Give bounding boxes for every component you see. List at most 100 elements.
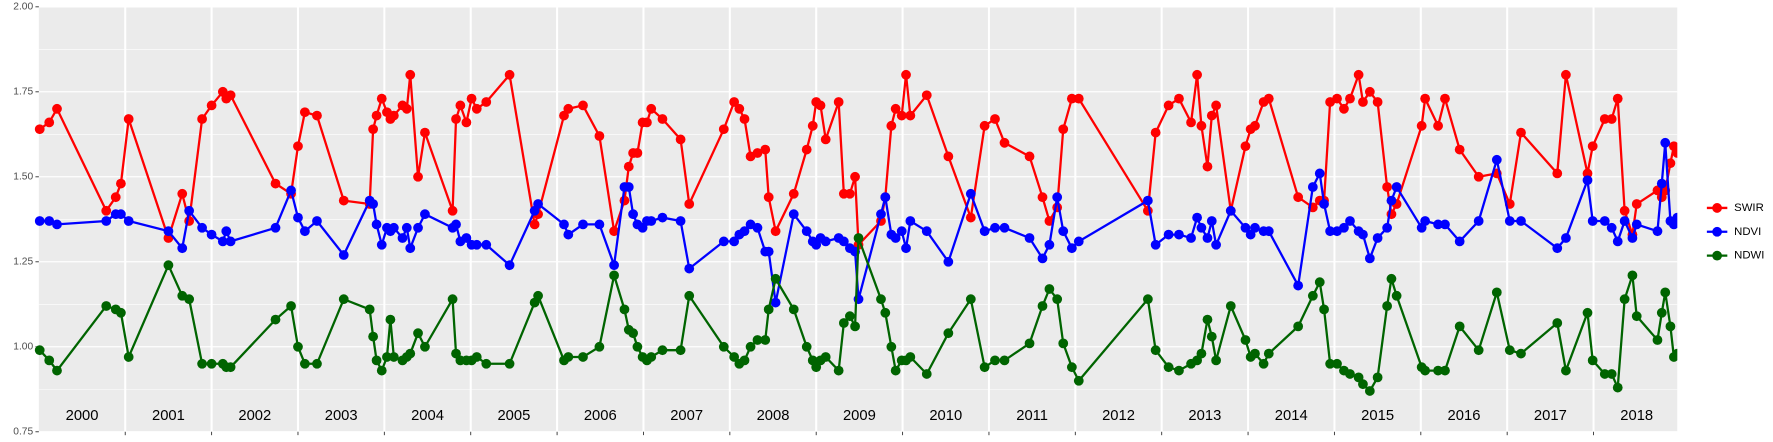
point	[1240, 335, 1251, 345]
point	[563, 229, 574, 240]
point	[1433, 365, 1443, 376]
year-label: 2013	[1188, 408, 1221, 424]
year-label: 2017	[1534, 408, 1567, 424]
point	[1250, 348, 1260, 359]
point	[623, 161, 634, 172]
point	[1037, 192, 1048, 203]
point	[896, 110, 907, 121]
point	[1202, 314, 1213, 325]
point	[1491, 287, 1502, 298]
point	[965, 294, 976, 305]
legend-key-point	[1712, 226, 1722, 237]
point	[1150, 127, 1161, 138]
point	[1325, 358, 1335, 369]
year-label: 2001	[152, 408, 185, 424]
point	[1206, 110, 1217, 121]
point	[921, 226, 932, 237]
point	[1202, 233, 1213, 243]
point	[1612, 382, 1623, 393]
point	[632, 341, 643, 352]
legend-label: SWIR	[1734, 202, 1764, 214]
point	[1066, 243, 1077, 254]
year-label: 2012	[1102, 408, 1135, 424]
point	[270, 222, 281, 233]
point	[116, 178, 126, 189]
point	[1073, 375, 1084, 386]
point	[293, 212, 303, 223]
point	[123, 352, 134, 362]
point	[838, 236, 849, 247]
point	[657, 212, 668, 223]
point	[1606, 222, 1617, 233]
year-label: 2002	[238, 408, 271, 424]
point	[1420, 216, 1431, 226]
point	[1552, 243, 1563, 254]
point	[368, 124, 379, 135]
point	[763, 192, 774, 203]
point	[197, 114, 207, 124]
point	[1391, 290, 1402, 301]
point	[801, 144, 812, 155]
point	[533, 290, 543, 301]
point	[578, 352, 588, 362]
point	[1044, 284, 1055, 294]
point	[225, 236, 236, 247]
point	[876, 294, 886, 305]
point	[763, 304, 774, 315]
point	[44, 216, 55, 226]
point	[177, 243, 188, 254]
point	[293, 141, 303, 152]
point	[34, 124, 45, 135]
point	[763, 246, 774, 257]
point	[752, 335, 763, 345]
point	[1202, 161, 1213, 172]
point	[788, 304, 799, 315]
point	[1250, 222, 1260, 233]
point	[886, 120, 897, 131]
point	[338, 250, 349, 260]
point	[101, 301, 112, 311]
point	[739, 114, 750, 124]
year-label: 2015	[1361, 408, 1394, 424]
point	[405, 348, 416, 359]
point	[1440, 219, 1450, 230]
point	[850, 321, 860, 332]
point	[1491, 154, 1502, 165]
point	[965, 212, 976, 223]
point	[1599, 216, 1610, 226]
point	[1587, 216, 1598, 226]
point	[385, 314, 396, 325]
point	[1516, 348, 1526, 359]
point	[990, 222, 1000, 233]
point	[905, 110, 916, 121]
point	[1619, 205, 1630, 216]
point	[890, 365, 901, 376]
point	[1454, 321, 1465, 332]
point	[451, 114, 461, 124]
point	[1599, 369, 1610, 379]
year-label: 2008	[757, 408, 790, 424]
point	[734, 103, 745, 114]
point	[1024, 151, 1035, 162]
point	[1196, 222, 1207, 233]
point	[447, 205, 458, 216]
point	[368, 199, 379, 209]
point	[1358, 379, 1368, 390]
point	[1024, 233, 1035, 243]
year-label: 2005	[497, 408, 530, 424]
point	[886, 341, 897, 352]
point	[1196, 120, 1207, 131]
point	[1627, 233, 1638, 243]
point	[1665, 158, 1676, 169]
point	[833, 97, 844, 107]
point	[609, 226, 619, 237]
point	[1587, 355, 1598, 366]
point	[1263, 226, 1274, 237]
point	[1052, 192, 1063, 203]
point	[845, 188, 855, 199]
point	[1142, 195, 1153, 206]
point	[594, 131, 605, 141]
point	[1364, 86, 1375, 97]
point	[609, 260, 619, 271]
